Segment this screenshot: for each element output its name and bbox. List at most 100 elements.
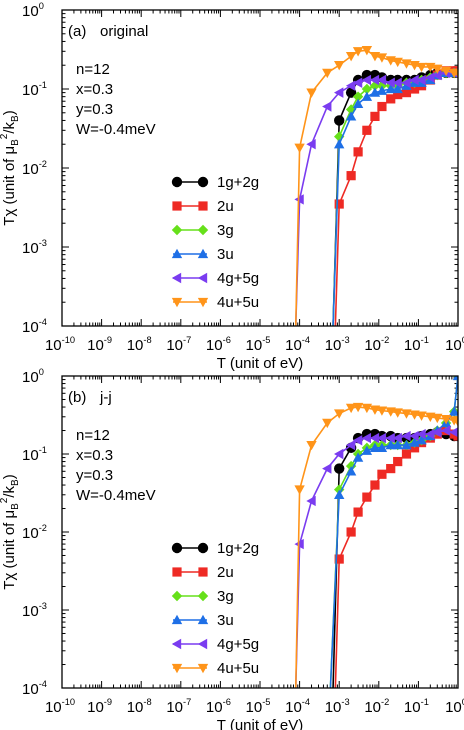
data-point-3u (361, 445, 373, 455)
legend-label-4g+5g: 4g+5g (217, 270, 259, 287)
param-annotation: n=12 (76, 427, 110, 444)
data-point-4u+5u (376, 53, 388, 63)
x-tick-label: 10-7 (166, 697, 191, 716)
data-point-2u (346, 527, 356, 537)
param-annotation: x=0.3 (76, 81, 113, 98)
panel-label: (b) (68, 389, 86, 406)
data-point-4g+5g (361, 74, 372, 86)
data-point-4u+5u (306, 88, 317, 98)
data-point-4g+5g (401, 430, 411, 442)
x-tick-label: 100 (445, 335, 464, 354)
param-annotation: y=0.3 (76, 101, 113, 118)
legend-label-4g+5g: 4g+5g (217, 636, 259, 653)
data-point-4g+5g (322, 463, 332, 474)
data-point-4u+5u (440, 66, 452, 76)
data-point-4u+5u (322, 418, 333, 429)
legend-marker-3u (197, 248, 209, 259)
data-point-3u (385, 83, 396, 94)
data-point-4u+5u (306, 440, 317, 451)
data-point-4u+5u (334, 61, 345, 71)
y-axis-label: Tχ (unit of μB2/kB) (0, 474, 21, 589)
legend: 1g+2g 2u 3g 3u 4g+5g 4u+5u (171, 540, 259, 677)
panel-title: j-j (99, 389, 112, 406)
data-point-3u (448, 406, 458, 416)
plot-frame (61, 375, 459, 689)
data-point-1g+2g (334, 115, 345, 126)
data-point-2u (401, 449, 412, 459)
legend-label-1g+2g: 1g+2g (217, 174, 259, 191)
x-tick-label: 10-8 (127, 335, 152, 354)
legend-marker-4u+5u (197, 297, 209, 308)
data-point-2u (362, 125, 372, 135)
data-point-3g (334, 484, 345, 495)
data-point-2u (353, 507, 363, 517)
data-point-3u (376, 442, 388, 452)
x-tick-label: 10-5 (246, 335, 271, 354)
data-point-4g+5g (369, 432, 380, 444)
x-axis-label: T (unit of eV) (217, 717, 303, 730)
data-point-4g+5g (322, 101, 332, 112)
data-point-2u (334, 554, 344, 564)
series-group (294, 376, 458, 688)
x-tick-label: 10-1 (404, 335, 429, 354)
legend-marker-3u (197, 614, 209, 625)
legend-marker-2u (198, 567, 208, 577)
data-point-2u (353, 147, 363, 157)
legend-marker-3g (197, 224, 209, 236)
data-point-2u (453, 431, 458, 441)
data-point-2u (386, 94, 396, 104)
data-point-4g+5g (306, 139, 316, 150)
data-point-4g+5g (425, 72, 435, 83)
data-point-4u+5u (440, 414, 452, 425)
data-point-3u (452, 376, 458, 381)
legend-marker-3g (197, 590, 209, 602)
data-point-3u (392, 439, 403, 450)
legend-marker-4u+5u (171, 663, 183, 674)
x-tick-label: 10-4 (285, 335, 310, 354)
data-point-2u (377, 469, 387, 479)
data-point-2u (401, 88, 412, 98)
data-point-4u+5u (392, 57, 403, 68)
data-point-4g+5g (409, 74, 419, 86)
data-point-3u (345, 111, 357, 121)
data-point-4g+5g (401, 77, 411, 88)
data-point-3u (416, 435, 427, 445)
param-annotation: x=0.3 (76, 447, 113, 464)
data-point-4u+5u (361, 403, 373, 414)
data-point-4u+5u (416, 62, 427, 73)
legend-label-1g+2g: 1g+2g (217, 540, 259, 557)
y-tick-label: 10-1 (22, 445, 47, 464)
data-point-4g+5g (409, 430, 419, 442)
series-group (294, 46, 458, 326)
data-point-3u (369, 442, 381, 452)
legend-marker-1g+2g (171, 542, 183, 554)
data-point-4u+5u (361, 46, 373, 56)
chart-panel-a: 10-10 10-9 10-8 10-7 10-6 10-5 10-4 10-3 10-2 10-… (0, 1, 464, 372)
x-tick-label: 10-5 (246, 697, 271, 716)
legend-marker-1g+2g (197, 176, 209, 188)
x-tick-label: 10-2 (364, 335, 389, 354)
data-point-4u+5u (416, 411, 427, 421)
x-tick-label: 10-8 (127, 697, 152, 716)
data-point-4g+5g (306, 495, 316, 507)
data-point-4g+5g (416, 428, 426, 440)
data-point-3u (376, 85, 388, 95)
data-point-4g+5g (452, 431, 458, 437)
data-point-3u (361, 91, 373, 101)
data-point-2u (386, 463, 396, 474)
data-point-2u (346, 171, 356, 181)
data-point-3u (352, 98, 364, 108)
x-tick-label: 10-4 (285, 697, 310, 716)
data-point-3g (352, 91, 364, 102)
data-point-1g+2g (334, 463, 345, 474)
data-point-4u+5u (345, 403, 357, 414)
y-axis-label: Tχ (unit of μB2/kB) (0, 110, 21, 225)
legend-marker-1g+2g (171, 176, 183, 188)
y-tick-label: 10-3 (22, 238, 47, 257)
data-point-2u (409, 443, 420, 453)
data-point-4g+5g (416, 74, 426, 86)
panel-label: (a) (68, 23, 86, 40)
data-point-2u (362, 492, 372, 502)
x-tick-label: 10-9 (87, 335, 112, 354)
x-tick-label: 10-6 (206, 697, 231, 716)
